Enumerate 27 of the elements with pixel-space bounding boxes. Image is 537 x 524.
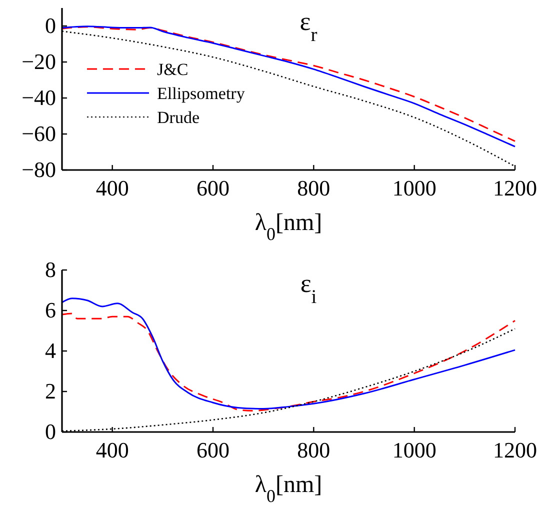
x-tick-label: 400 xyxy=(96,438,129,463)
x-axis-title: λ$_{0}$[nm] xyxy=(254,472,322,506)
x-tick-label: 1000 xyxy=(392,176,436,201)
x-tick-label: 400 xyxy=(96,176,129,201)
legend-label: J&C xyxy=(157,60,188,79)
y-tick-label: 0 xyxy=(45,419,56,444)
y-tick-label: −80 xyxy=(22,157,56,182)
chart-title: ε$_{r}$ xyxy=(300,7,318,46)
y-tick-label: 0 xyxy=(45,13,56,38)
y-tick-label: 6 xyxy=(45,298,56,323)
legend-label: Drude xyxy=(157,108,200,127)
y-tick-label: 8 xyxy=(45,257,56,282)
x-tick-label: 1200 xyxy=(493,176,537,201)
x-tick-label: 1200 xyxy=(493,438,537,463)
x-tick-label: 600 xyxy=(196,438,230,463)
y-tick-label: −60 xyxy=(22,121,56,146)
x-tick-label: 1000 xyxy=(392,438,436,463)
y-tick-label: −20 xyxy=(22,49,56,74)
x-axis-title: λ$_{0}$[nm] xyxy=(254,210,322,244)
chart-title: ε$_{i}$ xyxy=(300,269,318,308)
y-tick-label: −40 xyxy=(22,85,56,110)
legend-label: Ellipsometry xyxy=(157,84,246,103)
y-tick-label: 2 xyxy=(45,378,56,404)
x-tick-label: 600 xyxy=(196,176,230,201)
y-tick-label: 4 xyxy=(45,338,56,364)
x-tick-label: 800 xyxy=(297,438,330,463)
x-tick-label: 800 xyxy=(297,176,330,201)
